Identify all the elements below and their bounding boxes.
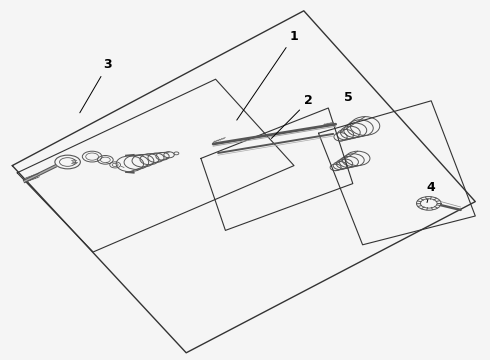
Text: 3: 3 [80,58,112,113]
Text: 4: 4 [427,181,436,203]
Text: 5: 5 [343,91,352,104]
Text: 1: 1 [237,30,298,120]
Text: 2: 2 [271,94,313,139]
